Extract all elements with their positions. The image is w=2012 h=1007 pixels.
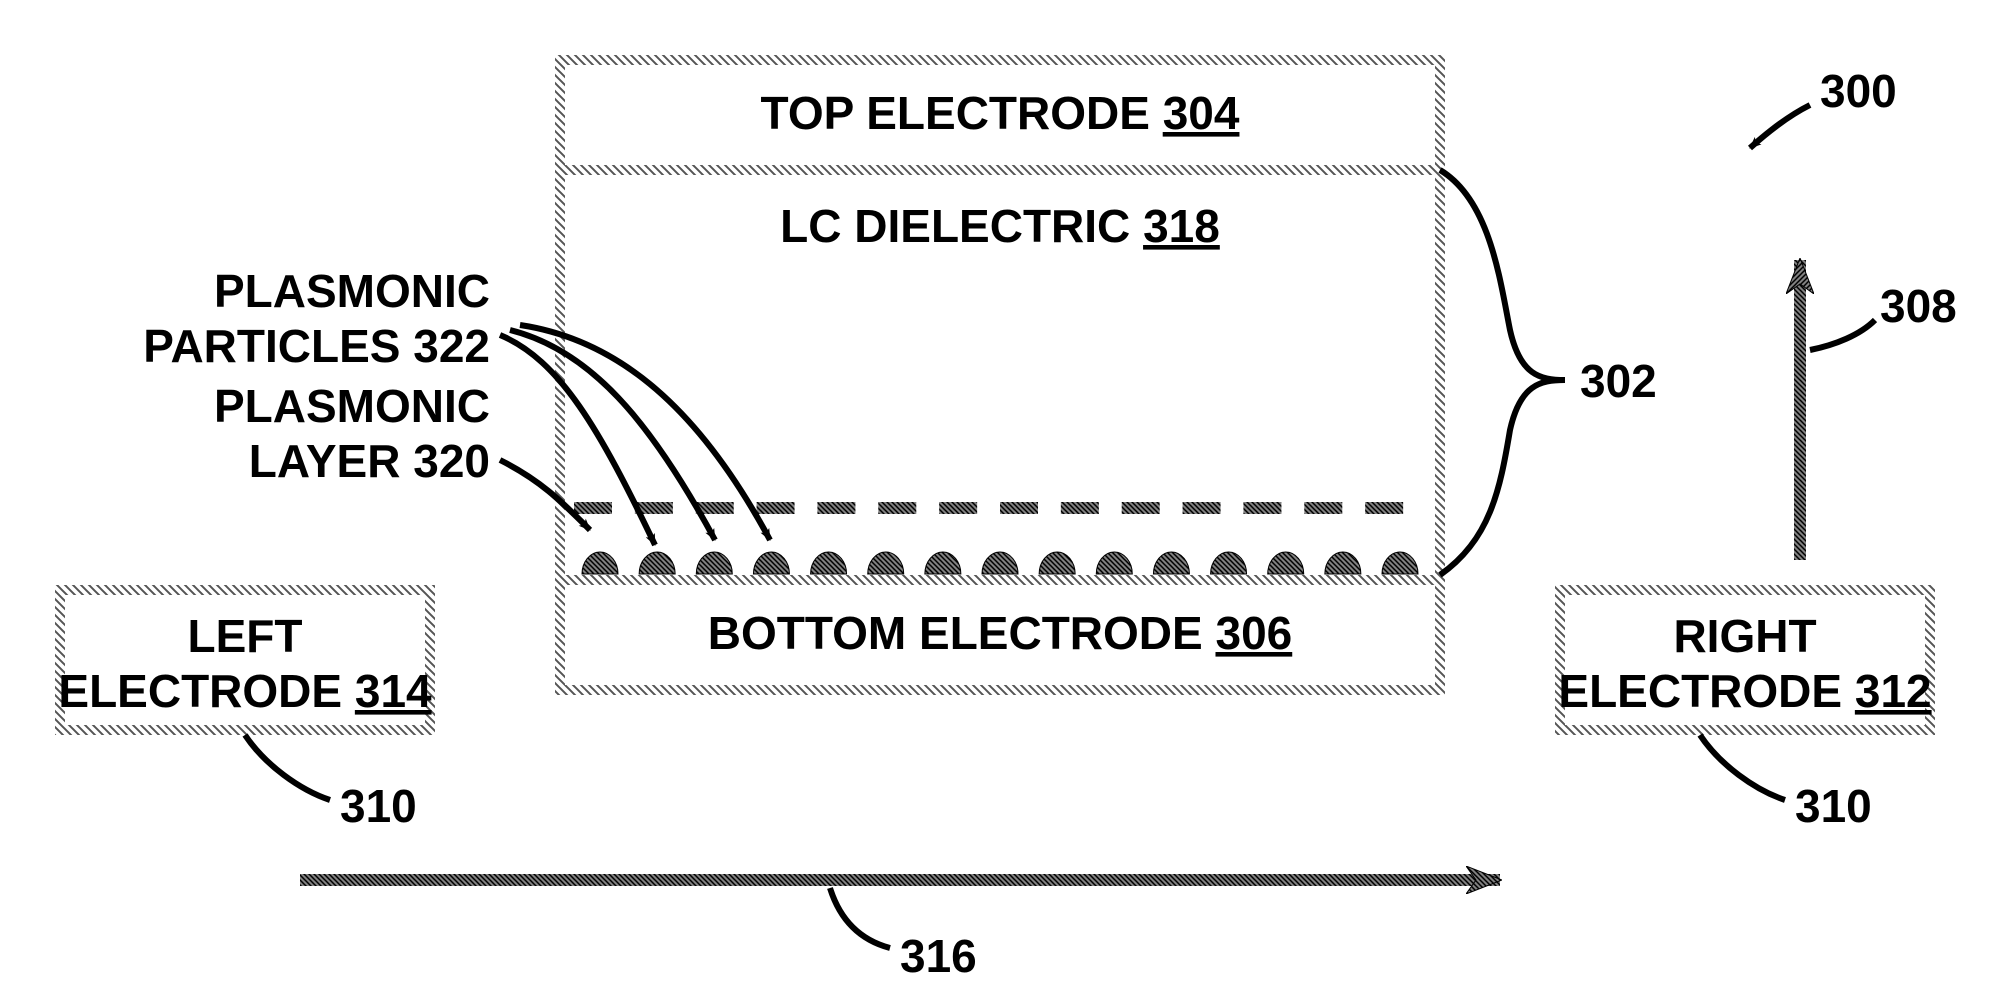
plasmonic-particles	[582, 552, 1418, 574]
plasmonic-layer-label-line1: PLASMONIC	[214, 380, 490, 432]
horizontal-arrow: 316	[300, 880, 1500, 982]
right-electrode-box: RIGHT ELECTRODE 312	[1558, 590, 1931, 730]
svg-text:LAYER 320: LAYER 320	[249, 435, 490, 487]
left-electrode-label-line1: LEFT	[188, 610, 303, 662]
left-electrode-ref: 314	[355, 665, 432, 717]
svg-text:TOP ELECTRODE: TOP ELECTRODE 304	[761, 87, 1240, 139]
vertical-arrow: 308	[1800, 260, 1957, 560]
bottom-electrode-box: BOTTOM ELECTRODE 306	[560, 580, 1440, 690]
plasmonic-particle	[925, 552, 961, 574]
bottom-electrode-label: BOTTOM ELECTRODE	[708, 607, 1203, 659]
plasmonic-layer-ref: 320	[413, 435, 490, 487]
plasmonic-layer-label-line2: LAYER	[249, 435, 401, 487]
svg-text:PARTICLES 322: PARTICLES 322	[143, 320, 490, 372]
plasmonic-particle	[1268, 552, 1304, 574]
svg-text:ELECTRODE 312: ELECTRODE 312	[1558, 665, 1931, 717]
figure-300: TOP ELECTRODE 304 LC DIELECTRIC 318 BOTT…	[0, 0, 2012, 1007]
plasmonic-particle	[1382, 552, 1418, 574]
plasmonic-particle	[868, 552, 904, 574]
plasmonic-particle	[1153, 552, 1189, 574]
plasmonic-particle	[1039, 552, 1075, 574]
lc-dielectric-box: LC DIELECTRIC 318	[780, 200, 1220, 252]
main-stack: TOP ELECTRODE 304 LC DIELECTRIC 318 BOTT…	[560, 60, 1440, 690]
right-electrode-label-line1: RIGHT	[1673, 610, 1816, 662]
svg-text:LC DIELECTRIC: LC DIELECTRIC 318	[780, 200, 1220, 252]
top-electrode-ref: 304	[1163, 87, 1240, 139]
plasmonic-particle	[1325, 552, 1361, 574]
plasmonic-particle	[696, 552, 732, 574]
right-electrode-ref: 312	[1855, 665, 1932, 717]
left-electrode-box: LEFT ELECTRODE 314	[58, 590, 432, 730]
lc-dielectric-ref: 318	[1143, 200, 1220, 252]
plasmonic-particles-label-line2: PARTICLES	[143, 320, 400, 372]
vertical-arrow-ref: 308	[1880, 280, 1957, 332]
plasmonic-particle	[639, 552, 675, 574]
left-310-ref: 310	[340, 780, 417, 832]
plasmonic-particle	[753, 552, 789, 574]
figure-ref-callout: 300	[1750, 65, 1897, 148]
plasmonic-layer-callout: PLASMONIC LAYER 320	[214, 380, 590, 530]
main-stack-ref-callout: 302	[1440, 170, 1657, 575]
right-310-callout: 310	[1700, 735, 1872, 832]
right-electrode-label-line2: ELECTRODE	[1558, 665, 1842, 717]
svg-text:BOTTOM ELECTRODE: BOTTOM ELECTRODE 306	[708, 607, 1292, 659]
figure-ref: 300	[1820, 65, 1897, 117]
left-310-callout: 310	[245, 735, 417, 832]
plasmonic-particle	[582, 552, 618, 574]
horizontal-arrow-ref: 316	[900, 930, 977, 982]
top-electrode-box: TOP ELECTRODE 304	[560, 60, 1440, 170]
plasmonic-particle	[811, 552, 847, 574]
top-electrode-label: TOP ELECTRODE	[761, 87, 1150, 139]
plasmonic-particles-label-line1: PLASMONIC	[214, 265, 490, 317]
plasmonic-particle	[982, 552, 1018, 574]
plasmonic-particle	[1211, 552, 1247, 574]
right-310-ref: 310	[1795, 780, 1872, 832]
bottom-electrode-ref: 306	[1215, 607, 1292, 659]
plasmonic-particles-ref: 322	[413, 320, 490, 372]
left-electrode-label-line2: ELECTRODE	[58, 665, 342, 717]
main-stack-ref: 302	[1580, 355, 1657, 407]
plasmonic-particle	[1096, 552, 1132, 574]
lc-dielectric-label: LC DIELECTRIC	[780, 200, 1130, 252]
svg-text:ELECTRODE 314: ELECTRODE 314	[58, 665, 432, 717]
